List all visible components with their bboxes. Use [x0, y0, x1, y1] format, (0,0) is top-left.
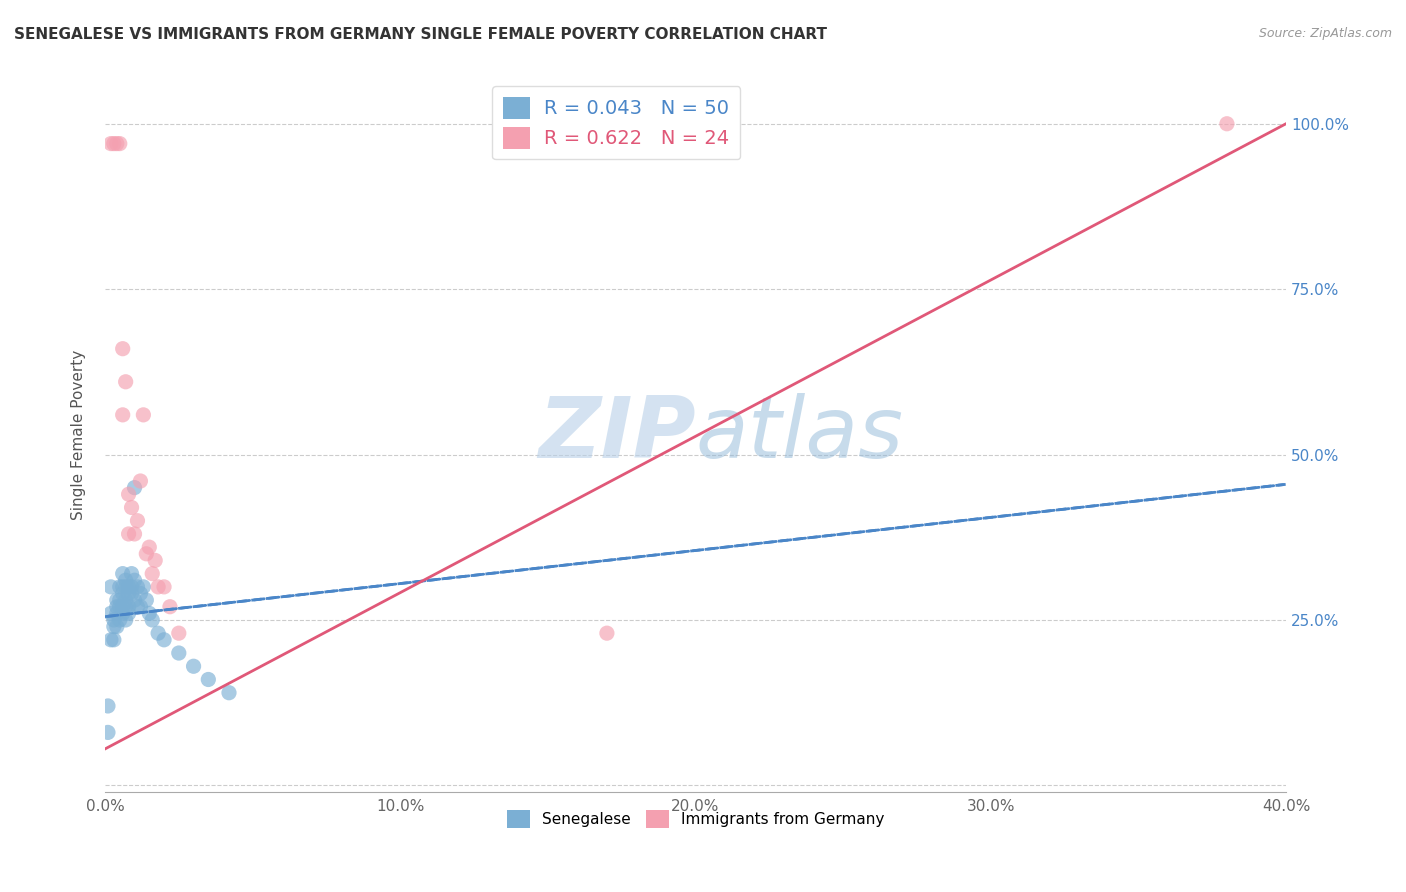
Point [108, 136, 131, 151]
Point [103, 632, 125, 647]
Point [114, 593, 136, 607]
Point [111, 342, 134, 356]
Point [114, 613, 136, 627]
Point [105, 136, 128, 151]
Y-axis label: Single Female Poverty: Single Female Poverty [72, 350, 86, 520]
Point [105, 593, 128, 607]
Point [114, 375, 136, 389]
Point [97, 725, 120, 739]
Point [138, 540, 160, 554]
Text: ZIP: ZIP [538, 393, 696, 476]
Point [108, 580, 131, 594]
Point [153, 580, 176, 594]
Point [127, 599, 149, 614]
Point [596, 626, 619, 640]
Point [100, 580, 122, 594]
Point [127, 580, 149, 594]
Point [146, 580, 169, 594]
Point [121, 586, 143, 600]
Point [124, 593, 146, 607]
Point [105, 607, 128, 621]
Point [124, 527, 146, 541]
Point [117, 580, 139, 594]
Point [121, 580, 143, 594]
Point [114, 599, 136, 614]
Point [146, 626, 169, 640]
Point [117, 487, 139, 501]
Point [97, 698, 120, 713]
Text: atlas: atlas [696, 393, 904, 476]
Point [129, 599, 152, 614]
Point [100, 607, 122, 621]
Point [159, 599, 181, 614]
Point [129, 474, 152, 488]
Point [111, 599, 134, 614]
Point [167, 646, 190, 660]
Point [129, 586, 152, 600]
Point [100, 136, 122, 151]
Point [167, 626, 190, 640]
Point [183, 659, 205, 673]
Point [111, 408, 134, 422]
Point [108, 599, 131, 614]
Point [127, 514, 149, 528]
Point [218, 686, 240, 700]
Point [103, 613, 125, 627]
Point [132, 580, 155, 594]
Point [108, 593, 131, 607]
Point [111, 607, 134, 621]
Point [132, 408, 155, 422]
Point [153, 632, 176, 647]
Point [121, 566, 143, 581]
Point [138, 607, 160, 621]
Point [124, 481, 146, 495]
Point [103, 619, 125, 633]
Point [117, 599, 139, 614]
Point [141, 613, 163, 627]
Point [124, 574, 146, 588]
Point [117, 607, 139, 621]
Point [1216, 117, 1239, 131]
Point [197, 673, 219, 687]
Text: SENEGALESE VS IMMIGRANTS FROM GERMANY SINGLE FEMALE POVERTY CORRELATION CHART: SENEGALESE VS IMMIGRANTS FROM GERMANY SI… [14, 27, 827, 42]
Point [103, 136, 125, 151]
Point [105, 619, 128, 633]
Point [100, 632, 122, 647]
Point [121, 500, 143, 515]
Point [117, 586, 139, 600]
Point [117, 527, 139, 541]
Point [111, 580, 134, 594]
Point [108, 613, 131, 627]
Point [135, 547, 157, 561]
Point [114, 574, 136, 588]
Point [135, 593, 157, 607]
Point [111, 586, 134, 600]
Text: Source: ZipAtlas.com: Source: ZipAtlas.com [1258, 27, 1392, 40]
Point [143, 553, 166, 567]
Point [141, 566, 163, 581]
Point [111, 566, 134, 581]
Legend: Senegalese, Immigrants from Germany: Senegalese, Immigrants from Germany [501, 804, 890, 834]
Point [105, 599, 128, 614]
Point [114, 580, 136, 594]
